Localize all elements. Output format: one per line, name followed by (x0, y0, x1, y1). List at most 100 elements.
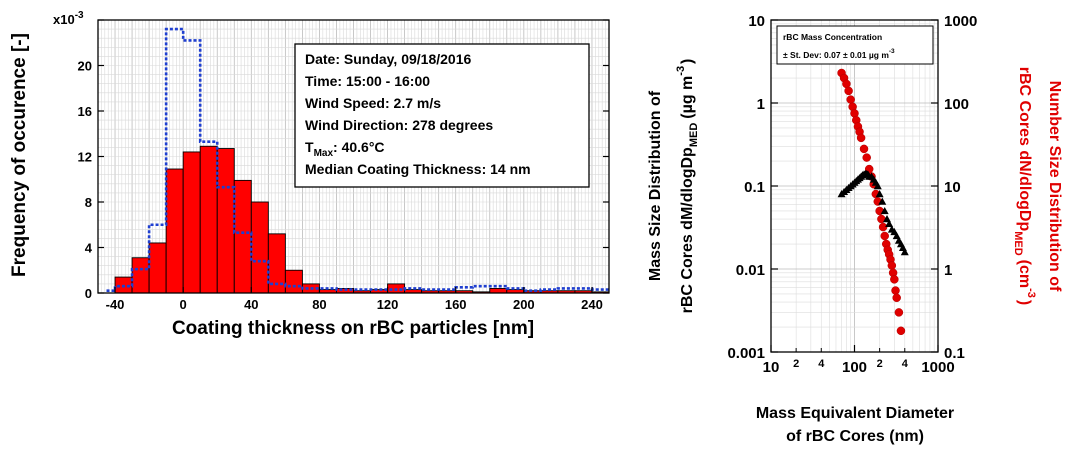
histogram-bar (131, 257, 150, 294)
number-point (880, 231, 889, 241)
y-right-tick-label: 1000 (944, 13, 977, 30)
y-left-tick-label: 0.01 (736, 262, 765, 279)
mass-point (873, 182, 882, 190)
histogram-bar (199, 145, 218, 294)
histogram-bar (182, 151, 201, 294)
x-tick-label: 160 (445, 297, 467, 312)
y-right-tick-label: 1 (944, 262, 952, 279)
y-tick-label: 16 (78, 104, 92, 119)
info-median: Median Coating Thickness: 14 nm (305, 161, 531, 177)
size-distribution-chart: 10 100 1000 2 4 2 4 0.001 0.01 0.1 1 10 0.1 1 10 100 100… (647, 13, 1063, 445)
number-y-units: (cm (1016, 260, 1033, 288)
x-tick-label: 1000 (921, 359, 954, 376)
number-y-sub: MED (1012, 231, 1024, 256)
number-point (892, 293, 901, 303)
x-tick-label: 120 (377, 297, 399, 312)
histogram-chart: -40 0 40 80 120 160 200 240 0 4 8 12 16 20 x10-3 Freq… (9, 10, 610, 339)
mass-y-exp: -3 (675, 66, 687, 76)
mass-concentration-box: rBC Mass Concentration ± St. Dev: 0.07 ±… (776, 25, 934, 65)
y-tick-label: 20 (78, 59, 92, 74)
y-left-tick-label: 10 (748, 13, 765, 30)
info-wind-direction: Wind Direction: 278 degrees (305, 117, 493, 133)
mass-size-y-label-1: Mass Size Distribution of (647, 90, 664, 281)
mass-point (880, 206, 889, 215)
x-tick-label: -40 (106, 297, 125, 312)
y-tick-label: 12 (78, 150, 92, 165)
info-date: Date: Sunday, 09/18/2016 (305, 51, 471, 67)
mass-point (900, 248, 909, 256)
histogram-ticks: -40 0 40 80 120 160 200 240 0 4 8 12 16 20 (78, 19, 609, 312)
mass-point (885, 219, 894, 228)
info-tmax-value: : 40.6°C (333, 139, 385, 155)
number-point (862, 153, 871, 162)
histogram-bar (148, 242, 167, 294)
number-point (890, 275, 899, 284)
mass-y-units: (µg m (679, 76, 696, 119)
histogram-bar (250, 201, 269, 294)
x-tick-label: 200 (513, 297, 535, 312)
number-size-y-label-1: Number Size Distribution of (1046, 81, 1063, 292)
number-point (891, 286, 900, 295)
number-point (896, 326, 906, 336)
x-tick-label: 240 (581, 297, 603, 312)
x-tick-label: 80 (312, 297, 326, 312)
info-box-frame (294, 43, 590, 188)
y-tick-label: 0 (85, 286, 92, 301)
histogram-bar (216, 148, 235, 294)
info-wind-speed: Wind Speed: 2.7 m/s (305, 95, 441, 111)
mass-y-main: rBC Cores dM/dlogDp (679, 147, 696, 313)
mass-point (878, 197, 887, 205)
number-point (878, 222, 888, 232)
y-left-tick-label: 1 (757, 96, 765, 113)
y-left-tick-label: 0.001 (727, 345, 765, 362)
histogram-x-label: Coating thickness on rBC particles [nm] (172, 318, 534, 339)
mass-y-close: ) (679, 59, 696, 64)
y-tick-label: 4 (85, 241, 93, 256)
mass-size-y-label-2: rBC Cores dM/dlogDpMED (µg m-3) (675, 59, 700, 314)
x-minor-label: 2 (793, 358, 799, 370)
y-left-tick-label: 0.1 (744, 179, 765, 196)
x-tick-label: 0 (180, 297, 187, 312)
number-y-close: ) (1016, 300, 1033, 305)
size-points (837, 68, 909, 336)
x-minor-label: 2 (877, 358, 883, 370)
number-point (846, 95, 855, 104)
histogram-bar (489, 288, 508, 294)
y-right-tick-label: 100 (944, 96, 969, 113)
mass-box-stdev: ± St. Dev: 0.07 ± 0.01 µg m-3 (783, 48, 895, 60)
size-x-label-2: of rBC Cores (nm) (786, 428, 924, 445)
y-multiplier-exp: -3 (75, 10, 84, 21)
mass-box-title: rBC Mass Concentration (783, 32, 882, 42)
number-point (844, 86, 853, 96)
x-tick-label: 100 (842, 359, 867, 376)
histogram-bar (233, 179, 252, 294)
mass-box-frame (776, 25, 934, 65)
mass-point (875, 190, 884, 198)
size-x-label-1: Mass Equivalent Diameter (756, 405, 954, 422)
histogram-bar (284, 269, 303, 294)
x-minor-label: 4 (818, 358, 825, 370)
info-tmax-sub: Max (314, 148, 334, 159)
histogram-y-label: Frequency of occurence [-] (9, 33, 30, 277)
info-tmax-prefix: T (305, 139, 314, 155)
y-multiplier-base: x10 (53, 12, 75, 27)
info-tmax: TMax: 40.6°C (305, 139, 385, 159)
mass-box-stdev-exp: -3 (889, 48, 895, 55)
size-ticks: 10 100 1000 2 4 2 4 0.001 0.01 0.1 1 10 0.1 1 10 100 100… (727, 13, 977, 376)
y-tick-label: 8 (85, 195, 92, 210)
number-point (859, 144, 869, 154)
mass-y-sub: MED (688, 123, 700, 148)
x-minor-label: 4 (902, 358, 909, 370)
x-tick-label: 10 (763, 359, 780, 376)
number-point (894, 308, 904, 317)
mass-box-stdev-text: ± St. Dev: 0.07 ± 0.01 µg m (783, 50, 889, 60)
number-point (887, 261, 897, 270)
y-right-tick-label: 10 (944, 179, 961, 196)
info-box: Date: Sunday, 09/18/2016 Time: 15:00 - 1… (294, 43, 590, 188)
number-y-exp: -3 (1025, 288, 1037, 298)
y-multiplier: x10-3 (53, 10, 84, 27)
x-tick-label: 40 (244, 297, 258, 312)
number-y-main: rBC Cores dN/dlogDp (1016, 67, 1033, 232)
info-time: Time: 15:00 - 16:00 (305, 73, 430, 89)
